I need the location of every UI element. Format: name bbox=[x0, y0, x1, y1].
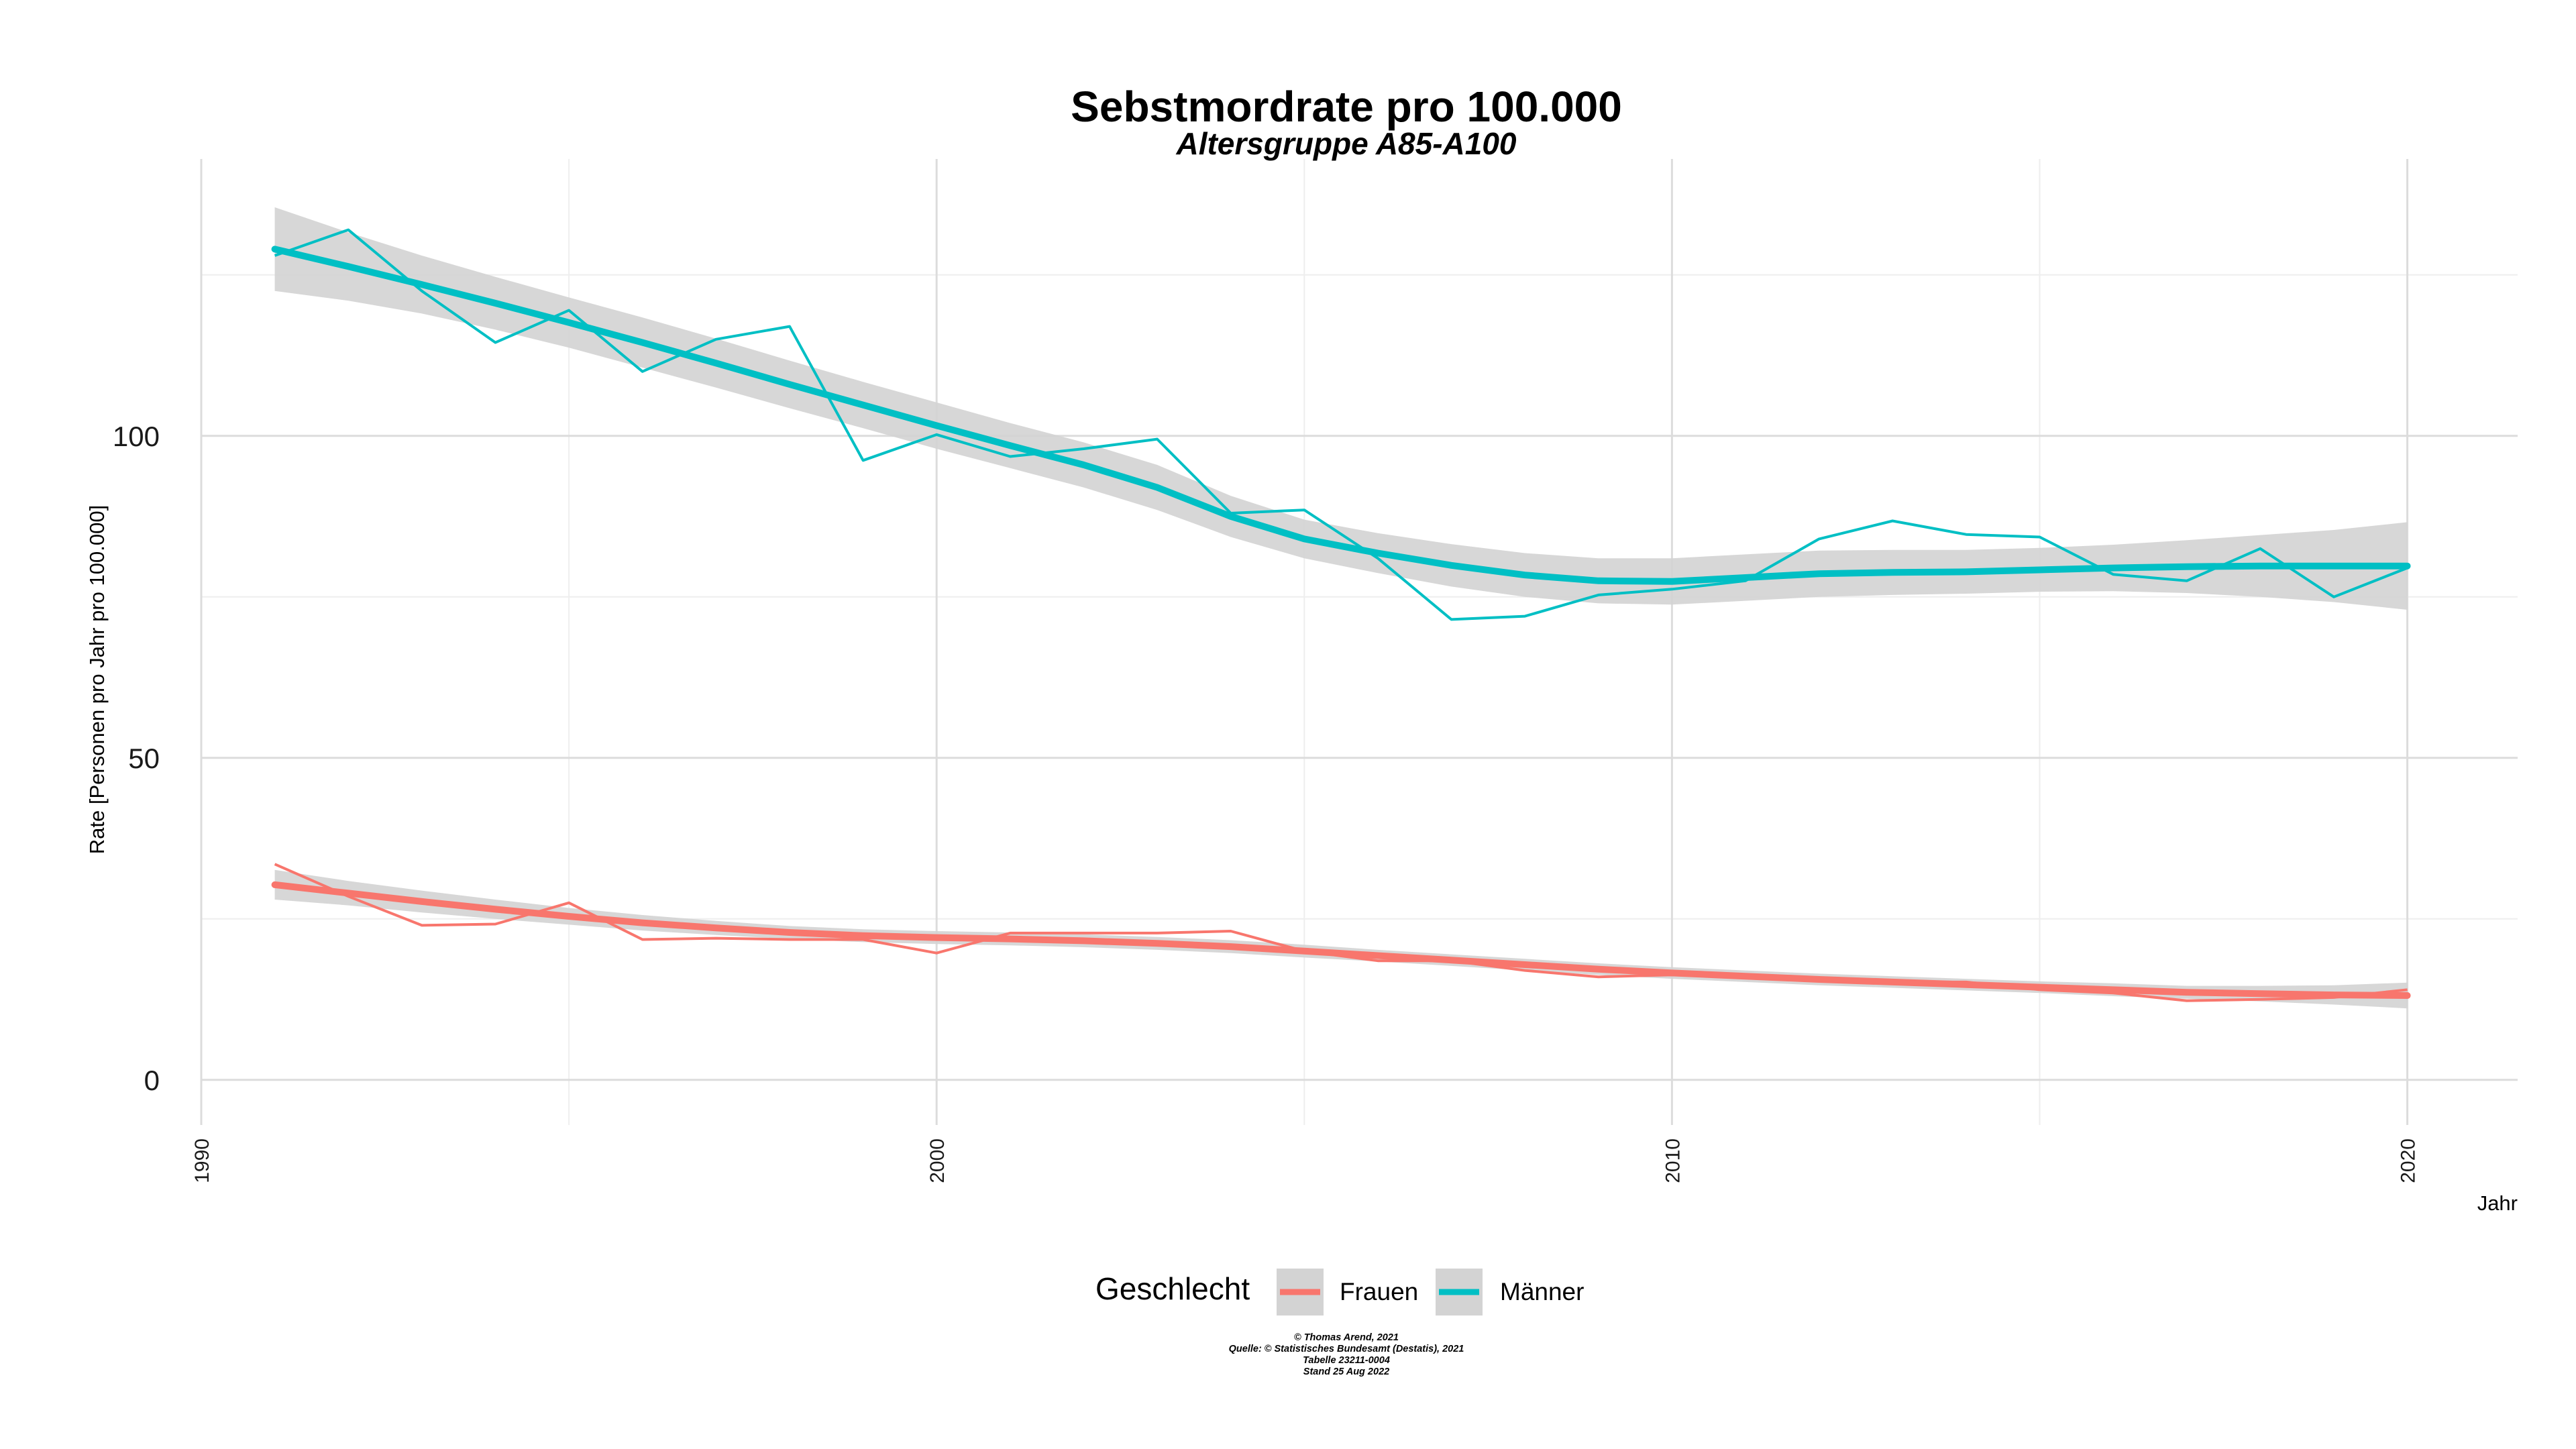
line-maenner-raw bbox=[274, 228, 2408, 621]
chart-title: Sebstmordrate pro 100.000 bbox=[1071, 83, 1622, 131]
grid bbox=[200, 159, 2518, 1125]
caption: © Thomas Arend, 2021 Quelle: © Statistis… bbox=[1229, 1332, 1464, 1377]
caption-line-4: Stand 25 Aug 2022 bbox=[1303, 1366, 1389, 1377]
x-tick-label-2020: 2020 bbox=[2398, 1138, 2420, 1183]
x-tick-labels: 1990 2000 2010 2020 bbox=[191, 1138, 2420, 1183]
line-frauen-smooth bbox=[271, 881, 2411, 999]
caption-line-2: Quelle: © Statistisches Bundesamt (Desta… bbox=[1229, 1344, 1464, 1354]
x-axis-label: Jahr bbox=[2477, 1191, 2518, 1215]
y-tick-label-50: 50 bbox=[128, 743, 160, 774]
series-lines bbox=[271, 228, 2411, 1002]
y-tick-labels: 0 50 100 bbox=[113, 421, 160, 1096]
y-tick-label-0: 0 bbox=[144, 1065, 160, 1096]
legend-label-frauen: Frauen bbox=[1340, 1278, 1418, 1305]
line-maenner-smooth bbox=[271, 246, 2411, 585]
legend-title: Geschlecht bbox=[1095, 1271, 1250, 1306]
x-tick-label-1990: 1990 bbox=[191, 1138, 213, 1183]
y-axis-label: Rate [Personen pro Jahr pro 100.000] bbox=[85, 505, 109, 854]
caption-line-3: Tabelle 23211-0004 bbox=[1303, 1355, 1390, 1366]
legend: Geschlecht Frauen Männer bbox=[1095, 1269, 1584, 1316]
y-tick-label-100: 100 bbox=[113, 421, 160, 452]
legend-label-maenner: Männer bbox=[1500, 1278, 1584, 1305]
caption-line-1: © Thomas Arend, 2021 bbox=[1294, 1332, 1399, 1343]
x-tick-label-2000: 2000 bbox=[926, 1138, 949, 1183]
chart-subtitle: Altersgruppe A85-A100 bbox=[1175, 126, 1516, 161]
x-tick-label-2010: 2010 bbox=[1662, 1138, 1684, 1183]
